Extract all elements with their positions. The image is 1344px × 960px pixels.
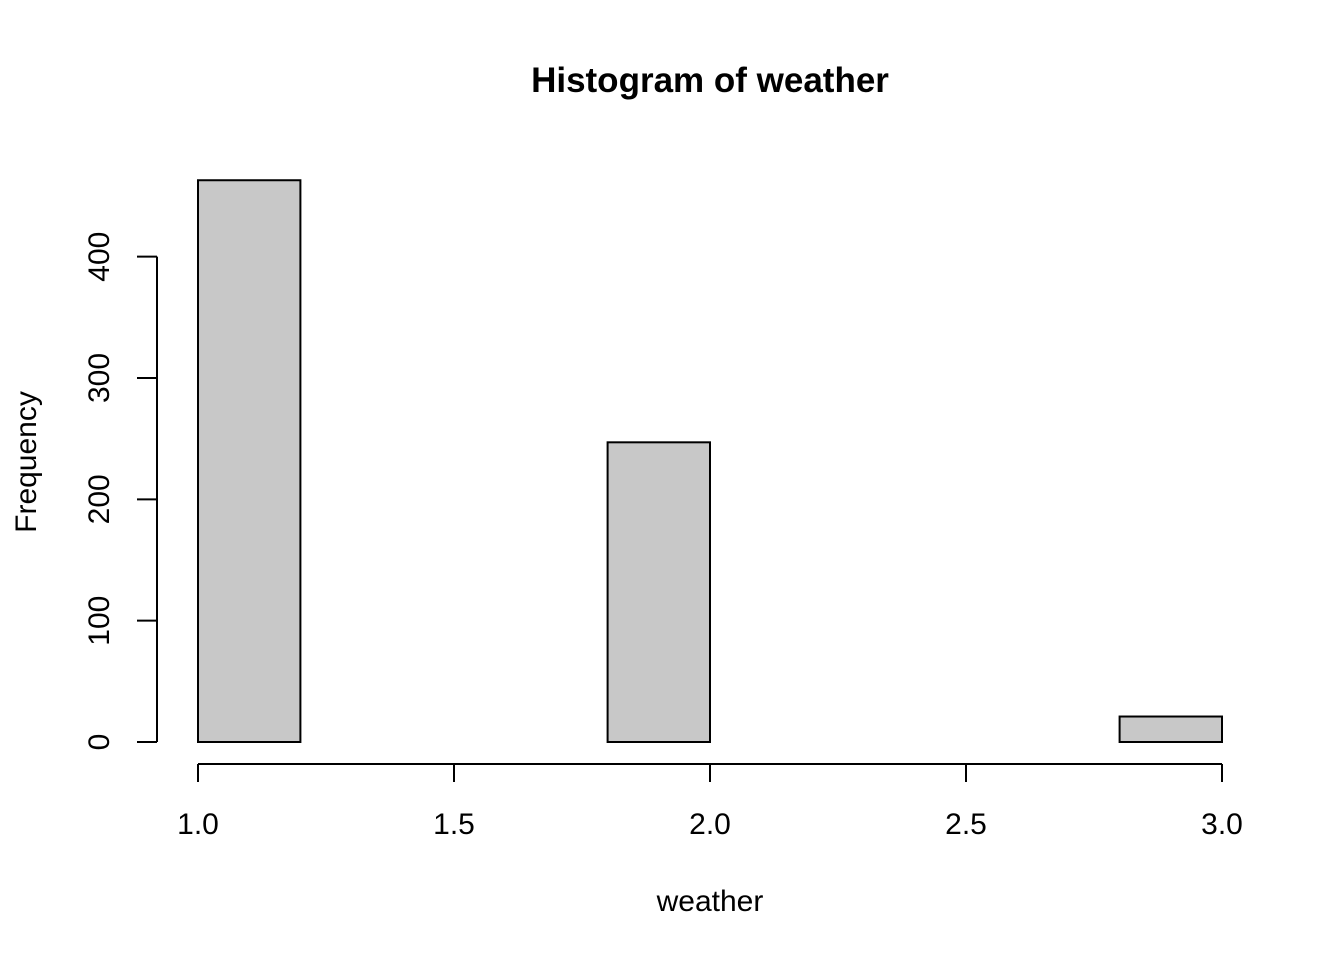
y-tick-label: 400 (83, 232, 116, 282)
x-tick-label: 3.0 (1201, 808, 1243, 841)
y-tick-label: 300 (83, 353, 116, 403)
x-tick-label: 1.0 (177, 808, 219, 841)
x-tick-label: 2.0 (689, 808, 731, 841)
histogram-bar (606, 441, 711, 743)
x-tick-label: 1.5 (433, 808, 475, 841)
x-axis-label: weather (656, 885, 764, 918)
y-axis-label: Frequency (10, 391, 43, 533)
x-tick-label: 2.5 (945, 808, 987, 841)
histogram-bar (197, 179, 302, 743)
y-tick-label: 200 (83, 474, 116, 524)
y-tick-label: 100 (83, 596, 116, 646)
chart-title: Histogram of weather (531, 61, 889, 100)
bars-group (197, 179, 1223, 743)
y-axis: 0 100 200 300 400 (83, 232, 158, 751)
x-axis: 1.0 1.5 2.0 2.5 3.0 (177, 763, 1243, 841)
histogram-bar (1118, 715, 1223, 743)
y-tick-label: 0 (83, 734, 116, 751)
